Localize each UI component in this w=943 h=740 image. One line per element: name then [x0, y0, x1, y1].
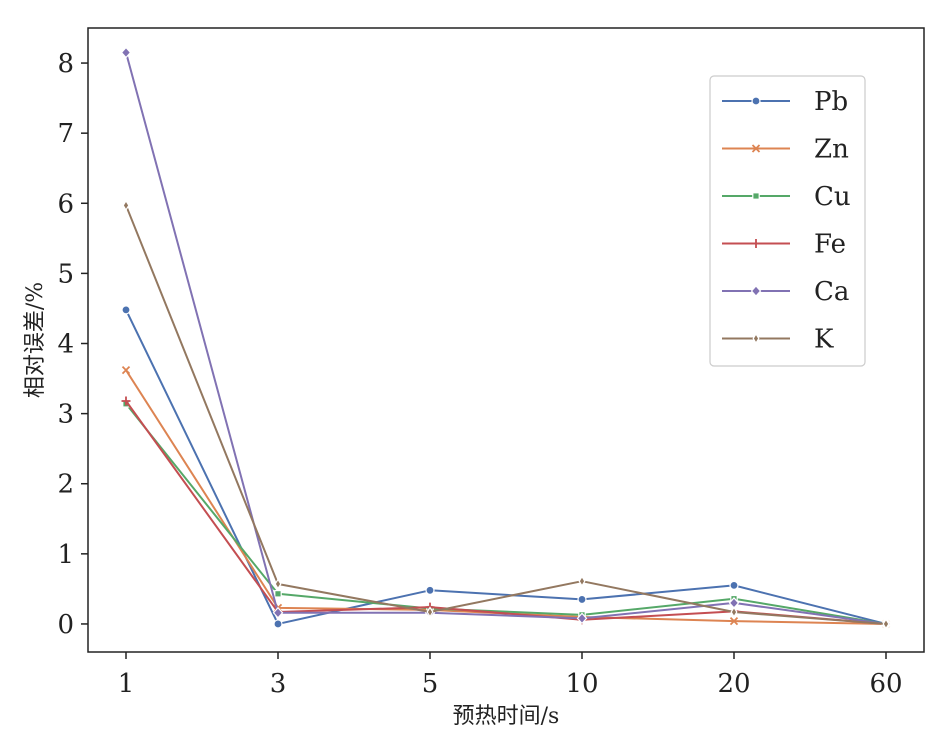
data-point — [120, 46, 132, 59]
data-point — [576, 612, 588, 625]
y-axis-label: 相对误差/% — [23, 282, 48, 398]
data-point — [729, 580, 739, 590]
x-tick-label: 60 — [869, 669, 902, 699]
y-tick-label: 4 — [57, 330, 74, 360]
legend: Pb Zn Cu Fe Ca K — [709, 75, 866, 367]
y-tick-label: 7 — [57, 119, 74, 149]
y-tick-label: 2 — [57, 470, 74, 500]
data-point — [273, 619, 283, 629]
legend-label: Cu — [814, 182, 851, 212]
series-line-cu — [125, 403, 887, 625]
plot-layer — [120, 46, 892, 630]
legend-box — [709, 75, 866, 367]
data-point — [426, 606, 434, 618]
data-point — [122, 199, 130, 212]
data-point — [121, 366, 131, 375]
x-tick-label: 10 — [565, 669, 598, 699]
legend-marker — [751, 239, 761, 248]
legend-item-ca: Ca — [722, 277, 849, 307]
data-point — [274, 590, 282, 598]
legend-marker — [752, 192, 760, 200]
data-point — [730, 606, 738, 618]
data-point — [274, 578, 282, 590]
data-point — [121, 396, 131, 406]
data-point — [121, 305, 131, 315]
legend-label: Zn — [814, 135, 849, 165]
series-line-pb — [125, 309, 887, 625]
series-zn — [121, 366, 891, 629]
y-tick-label: 8 — [57, 49, 74, 79]
legend-marker — [751, 144, 761, 153]
x-tick-label: 5 — [422, 669, 439, 699]
axis-ticks: 1 3 5 10 20 60 0 1 2 3 4 5 6 7 8 — [57, 49, 902, 699]
legend-item-fe: Fe — [722, 230, 846, 260]
legend-item-zn: Zn — [722, 135, 849, 165]
data-point — [729, 617, 739, 626]
data-point — [425, 585, 435, 595]
legend-item-pb: Pb — [722, 87, 848, 117]
series-line-k — [125, 205, 887, 625]
series-k — [122, 199, 890, 630]
x-axis-label: 预热时间/s — [453, 704, 560, 729]
legend-marker — [751, 96, 761, 106]
x-tick-label: 3 — [270, 669, 287, 699]
plot-frame — [87, 27, 925, 653]
y-tick-label: 3 — [57, 400, 74, 430]
legend-marker — [752, 332, 760, 345]
data-point — [577, 594, 587, 605]
y-tick-label: 0 — [57, 610, 74, 640]
legend-item-k: K — [722, 325, 834, 355]
legend-item-cu: Cu — [722, 182, 851, 212]
data-point — [882, 618, 890, 630]
series-cu — [122, 400, 890, 628]
x-tick-label: 20 — [717, 669, 750, 699]
series-line-zn — [125, 369, 887, 625]
y-tick-label: 1 — [57, 540, 74, 570]
legend-marker — [750, 285, 762, 297]
data-point — [272, 606, 284, 619]
legend-label: K — [814, 325, 834, 355]
data-point — [578, 575, 586, 587]
legend-label: Fe — [814, 230, 846, 260]
series-line-fe — [125, 400, 887, 625]
legend-label: Pb — [814, 87, 848, 117]
y-tick-label: 6 — [57, 189, 74, 219]
series-fe — [121, 396, 891, 629]
legend-label: Ca — [814, 277, 849, 307]
x-tick-label: 1 — [118, 669, 135, 699]
y-tick-label: 5 — [57, 259, 74, 289]
